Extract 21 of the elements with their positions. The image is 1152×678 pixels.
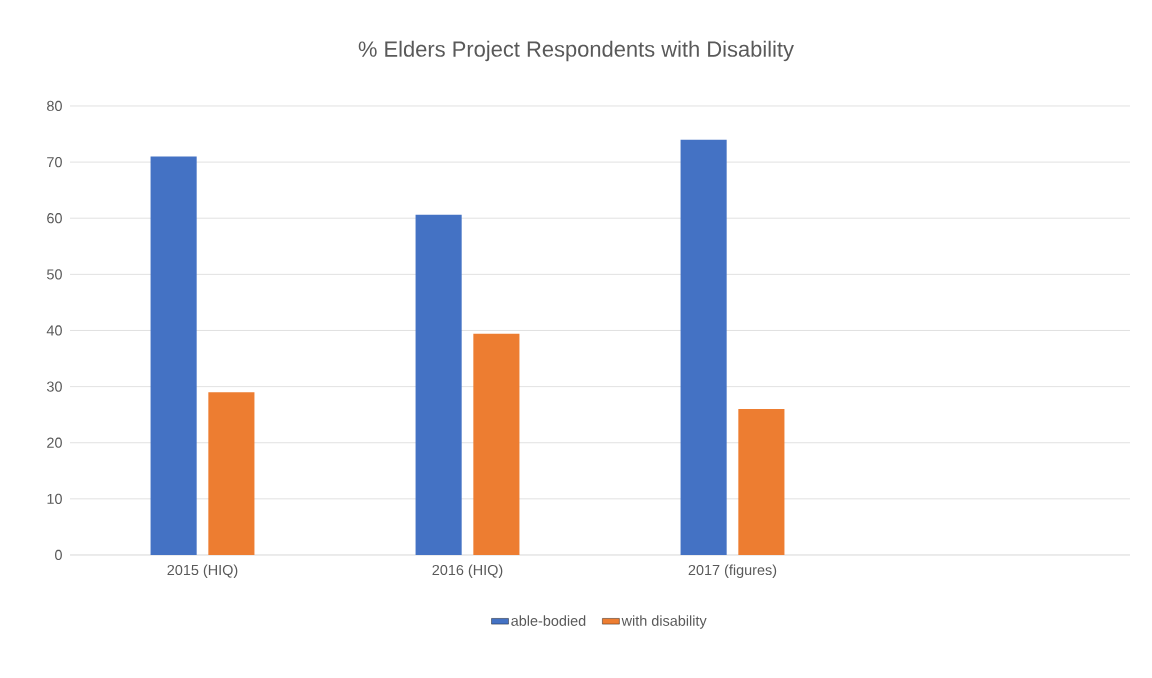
x-tick-label: 2015 (HIQ): [167, 564, 238, 578]
chart-title: % Elders Project Respondents with Disability: [358, 40, 794, 62]
y-tick-label: 10: [47, 493, 62, 504]
y-tick-label: 20: [47, 437, 62, 448]
x-tick-label: 2016 (HIQ): [432, 564, 503, 578]
bar: [473, 333, 520, 555]
y-tick-label: 50: [47, 269, 62, 280]
y-tick-label: 0: [55, 549, 62, 561]
bar: [680, 139, 727, 555]
legend-label: with disability: [621, 615, 707, 629]
y-tick-label: 30: [46, 381, 62, 392]
bar: [208, 392, 255, 555]
bar: [150, 156, 197, 555]
y-tick-label: 70: [47, 156, 62, 168]
bar: [415, 214, 462, 555]
y-tick-label: 40: [46, 325, 62, 336]
legend-label: able-bodied: [511, 615, 586, 626]
x-tick-label: 2017 (figures): [688, 564, 777, 578]
y-tick-label: 60: [47, 213, 62, 224]
y-tick-label: 80: [47, 100, 62, 112]
bar: [738, 409, 785, 555]
